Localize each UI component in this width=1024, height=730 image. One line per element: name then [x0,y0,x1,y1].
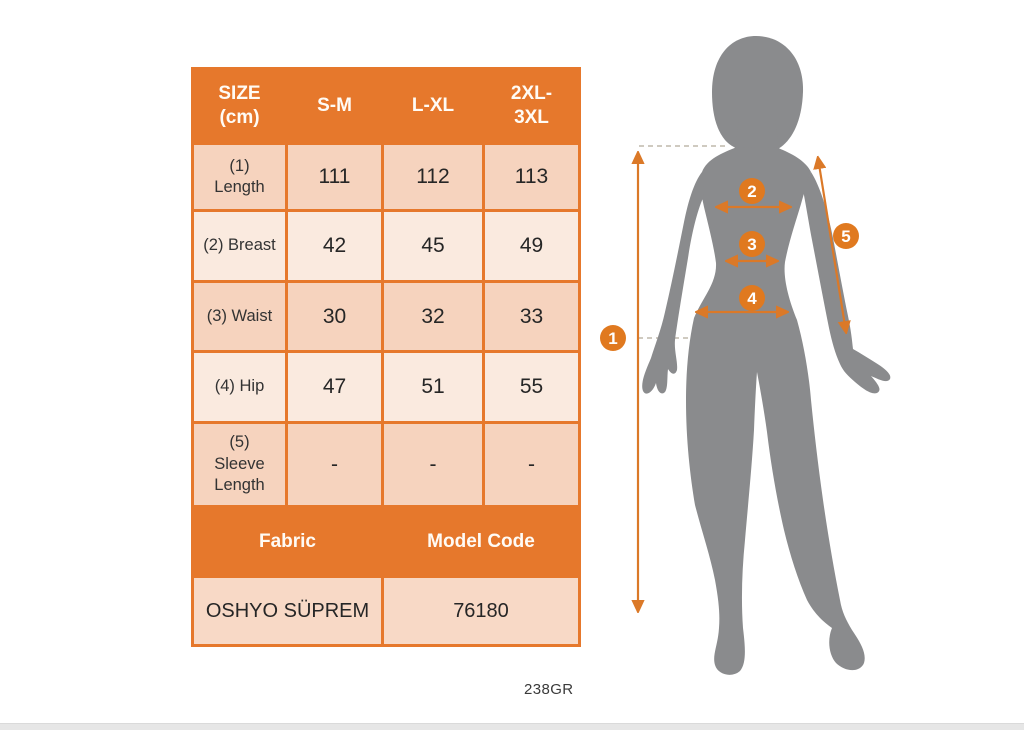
size-table: SIZE (cm) S-M L-XL 2XL- 3XL (1) Length 1… [191,67,581,647]
col-header-s-m: S-M [285,67,384,145]
breast-l-xl: 45 [381,209,485,283]
model-code-value: 76180 [381,575,581,647]
female-silhouette [642,36,891,675]
model-code-header: Model Code [381,505,581,578]
table-row-hip: (4) Hip 47 51 55 [191,350,581,424]
fabric-value: OSHYO SÜPREM [191,575,384,647]
weight-note: 238GR [524,681,574,698]
marker-circle-5 [833,223,859,249]
marker-label-5: 5 [841,227,850,246]
row-label-waist: (3) Waist [191,280,288,353]
length-s-m: 111 [285,142,384,212]
hip-l-xl: 51 [381,350,485,424]
row-label-hip: (4) Hip [191,350,288,424]
table-row-length: (1) Length 111 112 113 [191,142,581,212]
size-table-header-row: SIZE (cm) S-M L-XL 2XL- 3XL [191,67,581,145]
sleeve-arrow [818,158,846,332]
row-label-breast: (2) Breast [191,209,288,283]
marker-label-1: 1 [608,329,617,348]
silhouette-hair [712,36,804,153]
breast-s-m: 42 [285,209,384,283]
marker-label-4: 4 [747,289,757,308]
hip-2xl-3xl: 55 [482,350,581,424]
hip-s-m: 47 [285,350,384,424]
sleeve-s-m: - [285,421,384,508]
waist-2xl-3xl: 33 [482,280,581,353]
breast-2xl-3xl: 49 [482,209,581,283]
silhouette-left-arm [642,172,704,394]
bottom-edge-bar [0,723,1024,730]
fabric-header-row: Fabric Model Code [191,505,581,578]
marker-circle-1 [600,325,626,351]
marker-circle-3 [739,231,765,257]
length-l-xl: 112 [381,142,485,212]
waist-s-m: 30 [285,280,384,353]
table-row-sleeve: (5) Sleeve Length - - - [191,421,581,508]
sleeve-l-xl: - [381,421,485,508]
marker-circle-2 [739,178,765,204]
waist-l-xl: 32 [381,280,485,353]
marker-label-3: 3 [747,235,756,254]
fabric-header: Fabric [191,505,384,578]
row-label-sleeve: (5) Sleeve Length [191,421,288,508]
sleeve-2xl-3xl: - [482,421,581,508]
table-row-breast: (2) Breast 42 45 49 [191,209,581,283]
silhouette-right-arm [803,172,891,394]
silhouette-neck [734,118,780,153]
fabric-value-row: OSHYO SÜPREM 76180 [191,575,581,647]
col-header-2xl-3xl: 2XL- 3XL [482,67,581,145]
size-unit-header: SIZE (cm) [191,67,288,145]
col-header-l-xl: L-XL [381,67,485,145]
marker-label-2: 2 [747,182,756,201]
silhouette-torso-legs [686,147,865,675]
table-row-waist: (3) Waist 30 32 33 [191,280,581,353]
length-2xl-3xl: 113 [482,142,581,212]
row-label-length: (1) Length [191,142,288,212]
marker-circle-4 [739,285,765,311]
